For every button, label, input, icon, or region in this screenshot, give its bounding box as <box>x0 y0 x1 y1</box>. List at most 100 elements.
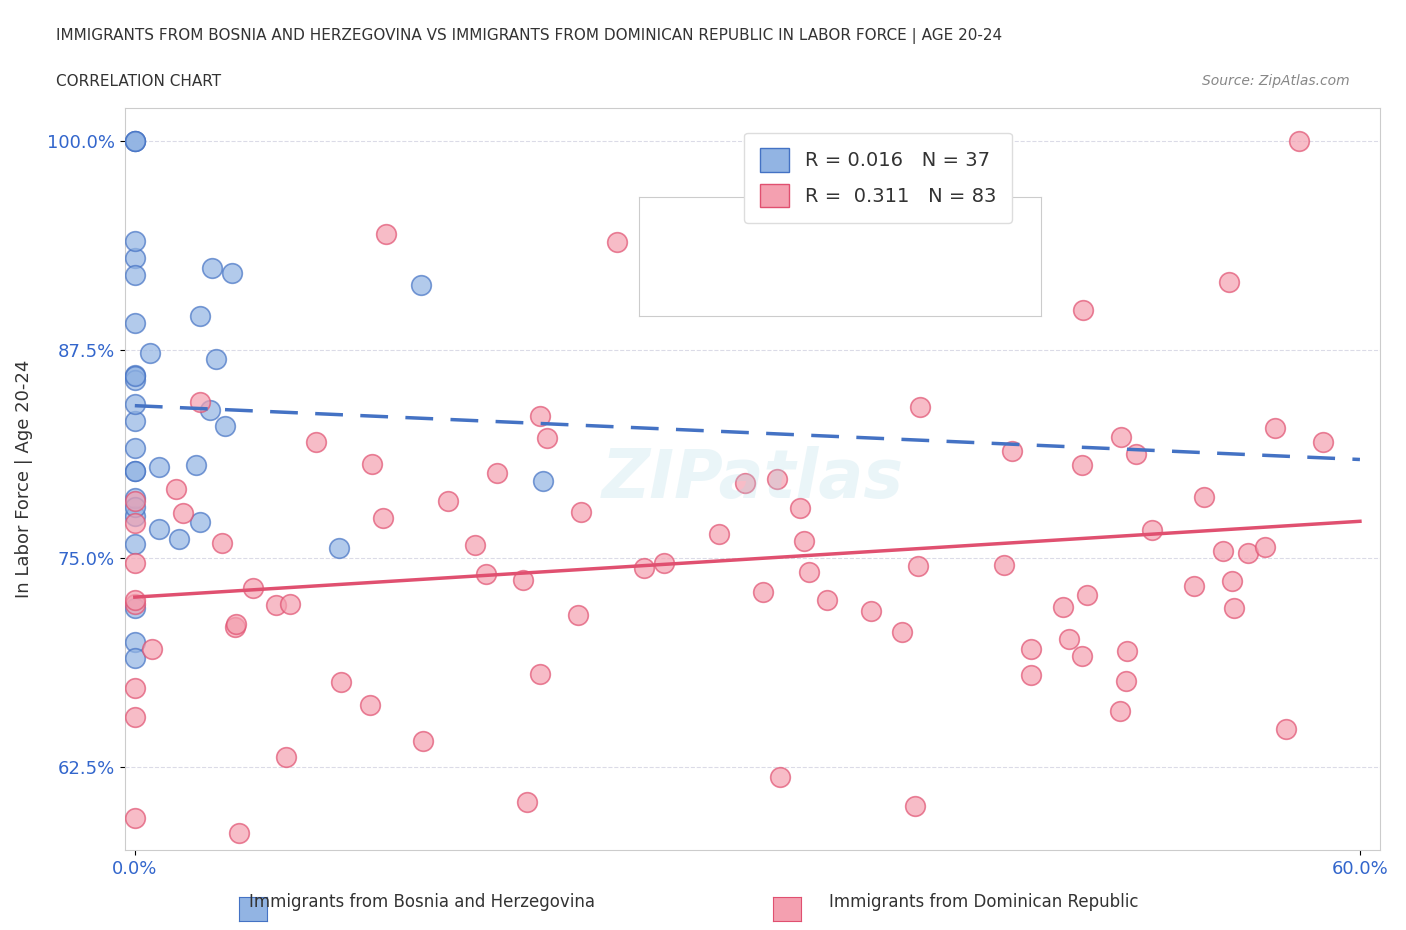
Immigrants from Bosnia and Herzegovina <box>214 418 236 433</box>
Immigrants from Bosnia and Herzegovina <box>124 315 146 330</box>
Immigrants from Dominican Republic <box>529 408 551 423</box>
Immigrants from Bosnia and Herzegovina <box>124 373 146 388</box>
Immigrants from Dominican Republic <box>1254 539 1277 554</box>
Immigrants from Dominican Republic <box>305 434 328 449</box>
Immigrants from Dominican Republic <box>1312 435 1334 450</box>
Immigrants from Bosnia and Herzegovina <box>184 458 207 472</box>
Immigrants from Dominican Republic <box>1071 302 1094 317</box>
Immigrants from Bosnia and Herzegovina <box>148 459 170 474</box>
Immigrants from Dominican Republic <box>375 227 398 242</box>
Immigrants from Bosnia and Herzegovina <box>124 491 146 506</box>
Immigrants from Dominican Republic <box>124 515 146 530</box>
Immigrants from Dominican Republic <box>278 597 301 612</box>
Immigrants from Dominican Republic <box>124 810 146 825</box>
Immigrants from Bosnia and Herzegovina <box>124 499 146 514</box>
Immigrants from Bosnia and Herzegovina <box>531 473 554 488</box>
Immigrants from Bosnia and Herzegovina <box>124 414 146 429</box>
Immigrants from Bosnia and Herzegovina <box>205 352 228 366</box>
Immigrants from Bosnia and Herzegovina <box>201 261 224 276</box>
Immigrants from Dominican Republic <box>734 475 756 490</box>
Immigrants from Dominican Republic <box>1071 458 1094 472</box>
Immigrants from Bosnia and Herzegovina <box>124 251 146 266</box>
Immigrants from Dominican Republic <box>606 234 628 249</box>
Immigrants from Bosnia and Herzegovina <box>124 367 146 382</box>
Immigrants from Dominican Republic <box>907 559 929 574</box>
Immigrants from Dominican Republic <box>1000 444 1022 458</box>
Text: IMMIGRANTS FROM BOSNIA AND HERZEGOVINA VS IMMIGRANTS FROM DOMINICAN REPUBLIC IN : IMMIGRANTS FROM BOSNIA AND HERZEGOVINA V… <box>56 28 1002 44</box>
Immigrants from Dominican Republic <box>1236 546 1258 561</box>
Immigrants from Dominican Republic <box>224 619 246 634</box>
Immigrants from Dominican Republic <box>793 534 815 549</box>
Immigrants from Bosnia and Herzegovina <box>124 651 146 666</box>
Immigrants from Dominican Republic <box>412 734 434 749</box>
Immigrants from Bosnia and Herzegovina <box>124 368 146 383</box>
Immigrants from Dominican Republic <box>815 592 838 607</box>
Immigrants from Dominican Republic <box>766 472 789 486</box>
Immigrants from Bosnia and Herzegovina <box>124 441 146 456</box>
Immigrants from Dominican Republic <box>1222 601 1244 616</box>
Immigrants from Dominican Republic <box>512 573 534 588</box>
Immigrants from Dominican Republic <box>1263 420 1285 435</box>
Immigrants from Dominican Republic <box>1019 642 1042 657</box>
Immigrants from Dominican Republic <box>1059 631 1081 646</box>
Immigrants from Bosnia and Herzegovina <box>124 134 146 149</box>
Immigrants from Bosnia and Herzegovina <box>124 463 146 478</box>
Immigrants from Bosnia and Herzegovina <box>124 234 146 249</box>
Immigrants from Dominican Republic <box>654 556 676 571</box>
Immigrants from Dominican Republic <box>437 493 460 508</box>
Immigrants from Dominican Republic <box>124 494 146 509</box>
Immigrants from Dominican Republic <box>1288 134 1310 149</box>
Immigrants from Dominican Republic <box>124 555 146 570</box>
Immigrants from Dominican Republic <box>1108 704 1130 719</box>
Immigrants from Dominican Republic <box>789 501 811 516</box>
Immigrants from Dominican Republic <box>1111 430 1133 445</box>
Immigrants from Bosnia and Herzegovina <box>198 402 221 417</box>
Immigrants from Dominican Republic <box>1192 489 1215 504</box>
Immigrants from Dominican Republic <box>1275 721 1298 736</box>
Immigrants from Dominican Republic <box>371 511 394 525</box>
Text: Immigrants from Dominican Republic: Immigrants from Dominican Republic <box>830 894 1139 911</box>
Immigrants from Dominican Republic <box>124 681 146 696</box>
Immigrants from Dominican Republic <box>124 597 146 612</box>
Immigrants from Dominican Republic <box>908 400 931 415</box>
Immigrants from Dominican Republic <box>359 698 381 712</box>
Immigrants from Dominican Republic <box>1070 648 1092 663</box>
Text: ZIPatlas: ZIPatlas <box>602 446 904 512</box>
Immigrants from Dominican Republic <box>860 604 883 618</box>
Immigrants from Dominican Republic <box>464 538 486 552</box>
Immigrants from Dominican Republic <box>1218 274 1240 289</box>
Immigrants from Bosnia and Herzegovina <box>169 531 191 546</box>
Immigrants from Dominican Republic <box>486 466 509 481</box>
Immigrants from Dominican Republic <box>141 642 163 657</box>
Immigrants from Dominican Republic <box>1052 600 1074 615</box>
Immigrants from Dominican Republic <box>1115 644 1137 658</box>
Immigrants from Bosnia and Herzegovina <box>124 601 146 616</box>
Immigrants from Dominican Republic <box>264 597 287 612</box>
Immigrants from Bosnia and Herzegovina <box>409 278 432 293</box>
Immigrants from Bosnia and Herzegovina <box>124 463 146 478</box>
Immigrants from Dominican Republic <box>1115 673 1137 688</box>
Immigrants from Dominican Republic <box>165 482 187 497</box>
Immigrants from Dominican Republic <box>516 795 538 810</box>
Immigrants from Dominican Republic <box>329 674 352 689</box>
Immigrants from Bosnia and Herzegovina <box>148 522 170 537</box>
Immigrants from Dominican Republic <box>891 624 914 639</box>
Immigrants from Dominican Republic <box>211 535 233 550</box>
Immigrants from Dominican Republic <box>993 558 1015 573</box>
Immigrants from Bosnia and Herzegovina <box>139 345 162 360</box>
Immigrants from Dominican Republic <box>903 799 925 814</box>
Legend: R = 0.016   N = 37, R =  0.311   N = 83: R = 0.016 N = 37, R = 0.311 N = 83 <box>744 133 1012 223</box>
Immigrants from Dominican Republic <box>1021 668 1043 683</box>
Immigrants from Bosnia and Herzegovina <box>124 396 146 411</box>
Immigrants from Dominican Republic <box>567 607 589 622</box>
Immigrants from Dominican Republic <box>1182 578 1205 593</box>
Immigrants from Dominican Republic <box>1140 522 1163 537</box>
Immigrants from Dominican Republic <box>633 560 655 575</box>
Immigrants from Dominican Republic <box>124 710 146 724</box>
Immigrants from Dominican Republic <box>1220 573 1243 588</box>
Immigrants from Dominican Republic <box>799 565 821 579</box>
Immigrants from Dominican Republic <box>360 457 382 472</box>
Text: Immigrants from Bosnia and Herzegovina: Immigrants from Bosnia and Herzegovina <box>249 894 595 911</box>
Immigrants from Dominican Republic <box>569 505 592 520</box>
Immigrants from Bosnia and Herzegovina <box>328 540 350 555</box>
